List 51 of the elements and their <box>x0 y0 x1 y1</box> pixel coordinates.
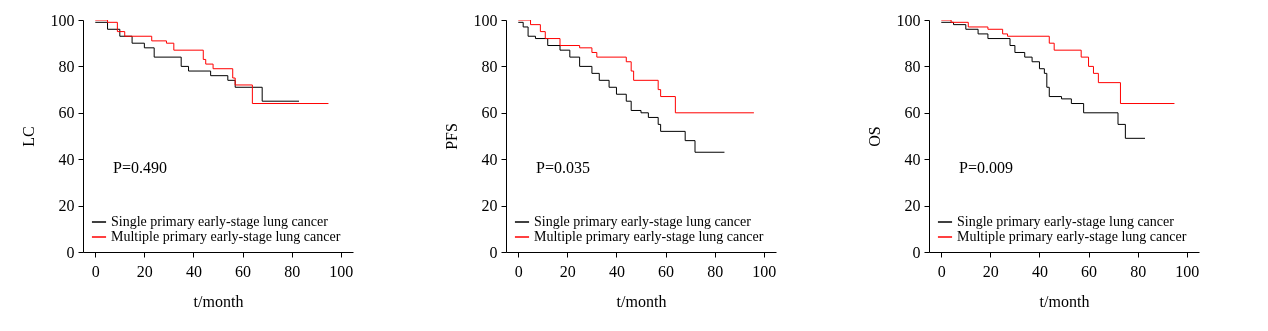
x-tick-label: 0 <box>514 262 523 280</box>
y-tick-label: 100 <box>473 11 498 29</box>
x-tick-label: 40 <box>608 262 625 280</box>
legend-label: Multiple primary early-stage lung cancer <box>111 229 341 244</box>
y-tick-label: 80 <box>904 57 921 75</box>
legend-label: Single primary early-stage lung cancer <box>957 214 1175 229</box>
y-tick-label: 80 <box>481 57 498 75</box>
annotation: P=0.490 <box>113 159 167 176</box>
x-tick-label: 20 <box>982 262 999 280</box>
y-axis-title: LC <box>19 126 37 147</box>
x-tick-label: 100 <box>1175 262 1200 280</box>
y-tick-label: 0 <box>912 243 921 261</box>
y-tick-label: 40 <box>58 150 75 168</box>
y-tick-label: 20 <box>904 197 921 215</box>
x-tick-label: 80 <box>707 262 724 280</box>
x-tick-label: 0 <box>91 262 100 280</box>
x-tick-label: 60 <box>1081 262 1098 280</box>
x-tick-label: 40 <box>185 262 202 280</box>
x-tick-label: 20 <box>559 262 576 280</box>
legend-label: Multiple primary early-stage lung cancer <box>957 229 1187 244</box>
y-tick-label: 80 <box>58 57 75 75</box>
x-axis-title: t/month <box>616 292 667 310</box>
y-tick-label: 0 <box>489 243 498 261</box>
y-tick-label: 40 <box>481 150 498 168</box>
y-tick-label: 0 <box>66 243 75 261</box>
x-tick-label: 60 <box>658 262 675 280</box>
legend-label: Multiple primary early-stage lung cancer <box>534 229 764 244</box>
y-axis-title: OS <box>865 126 883 147</box>
x-tick-label: 80 <box>1130 262 1147 280</box>
y-axis-title: PFS <box>442 123 460 150</box>
y-tick-label: 20 <box>481 197 498 215</box>
x-tick-label: 80 <box>284 262 301 280</box>
y-tick-label: 100 <box>50 11 75 29</box>
x-tick-label: 100 <box>329 262 354 280</box>
x-tick-label: 100 <box>752 262 777 280</box>
legend-label: Single primary early-stage lung cancer <box>111 214 329 229</box>
x-axis-title: t/month <box>1039 292 1090 310</box>
x-tick-label: 60 <box>235 262 252 280</box>
y-tick-label: 40 <box>904 150 921 168</box>
y-tick-label: 20 <box>58 197 75 215</box>
x-tick-label: 20 <box>136 262 153 280</box>
x-axis-title: t/month <box>193 292 244 310</box>
annotation: P=0.035 <box>536 159 590 176</box>
y-tick-label: 60 <box>481 104 498 122</box>
annotation: P=0.009 <box>959 159 1013 176</box>
x-tick-label: 0 <box>937 262 946 280</box>
y-tick-label: 60 <box>58 104 75 122</box>
legend-label: Single primary early-stage lung cancer <box>534 214 752 229</box>
y-tick-label: 100 <box>896 11 921 29</box>
y-tick-label: 60 <box>904 104 921 122</box>
x-tick-label: 40 <box>1031 262 1048 280</box>
